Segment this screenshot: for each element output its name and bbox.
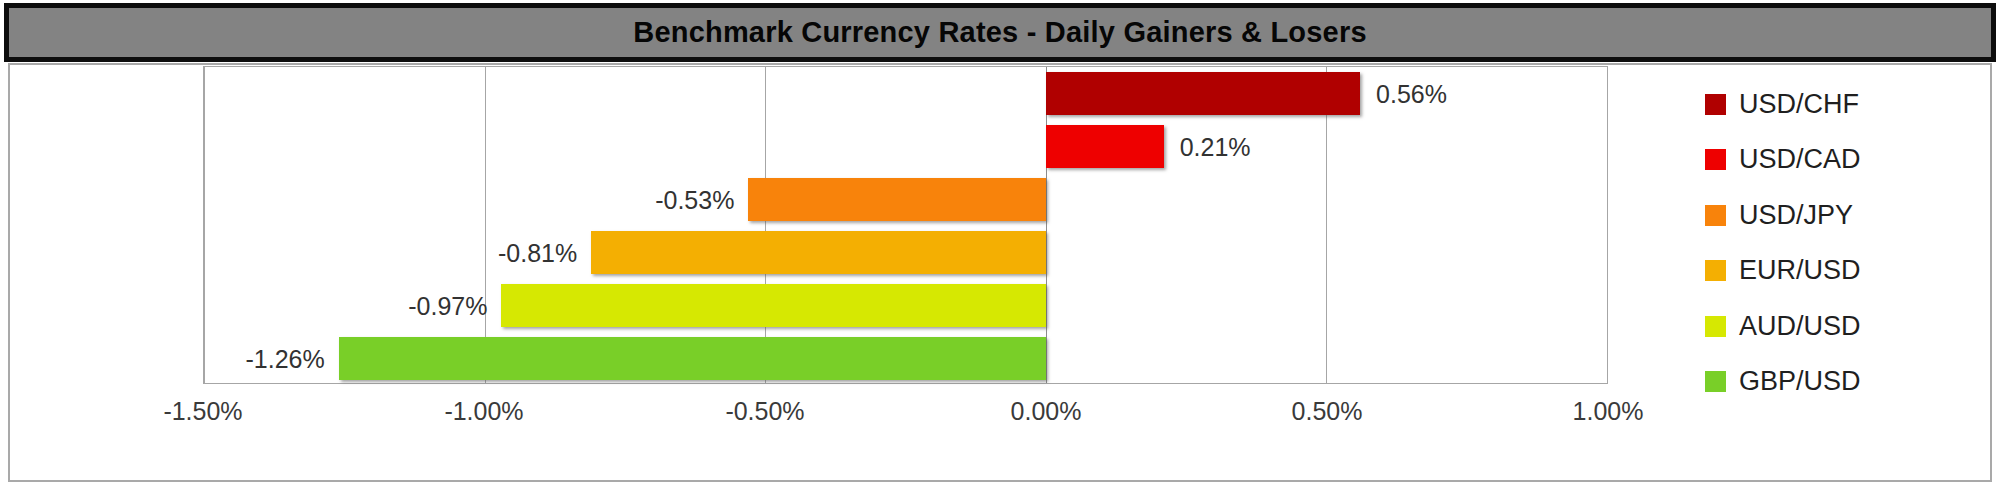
legend-swatch-icon xyxy=(1705,94,1726,115)
x-tick-label: 1.00% xyxy=(1573,397,1644,426)
bar-usd-chf xyxy=(1046,72,1360,115)
gridline xyxy=(485,67,486,383)
x-tick-label: -0.50% xyxy=(725,397,804,426)
gridline xyxy=(204,67,205,383)
legend-label: GBP/USD xyxy=(1739,366,1861,397)
bar-aud-usd xyxy=(501,284,1045,327)
legend-label: USD/CAD xyxy=(1739,144,1861,175)
chart-title-bar: Benchmark Currency Rates - Daily Gainers… xyxy=(4,3,1996,62)
x-tick-label: 0.50% xyxy=(1292,397,1363,426)
legend-item-usd-cad: USD/CAD xyxy=(1705,143,1990,177)
data-label: -0.81% xyxy=(498,238,577,267)
data-label: 0.56% xyxy=(1376,79,1447,108)
legend-item-gbp-usd: GBP/USD xyxy=(1705,365,1990,399)
bar-gbp-usd xyxy=(339,337,1046,380)
legend-item-aud-usd: AUD/USD xyxy=(1705,309,1990,343)
plot-area: 0.56% 0.21% -0.53% -0.81% -0.97% -1.26% xyxy=(203,66,1608,384)
legend-swatch-icon xyxy=(1705,260,1726,281)
bar-eur-usd xyxy=(591,231,1046,274)
gridline xyxy=(1607,67,1608,383)
chart-area: 0.56% 0.21% -0.53% -0.81% -0.97% -1.26% -1.50… xyxy=(8,63,1992,482)
data-label: -0.97% xyxy=(408,291,487,320)
x-axis: -1.50%-1.00%-0.50%0.00%0.50%1.00% xyxy=(203,397,1608,429)
legend: USD/CHF USD/CAD USD/JPY EUR/USD AUD/USD GBP/U… xyxy=(1705,87,1990,399)
legend-label: AUD/USD xyxy=(1739,311,1861,342)
legend-swatch-icon xyxy=(1705,205,1726,226)
legend-item-usd-chf: USD/CHF xyxy=(1705,87,1990,121)
legend-item-eur-usd: EUR/USD xyxy=(1705,254,1990,288)
legend-label: EUR/USD xyxy=(1739,255,1861,286)
legend-swatch-icon xyxy=(1705,149,1726,170)
x-tick-label: -1.50% xyxy=(163,397,242,426)
data-label: -0.53% xyxy=(655,185,734,214)
x-tick-label: -1.00% xyxy=(444,397,523,426)
data-label: 0.21% xyxy=(1180,132,1251,161)
legend-label: USD/JPY xyxy=(1739,200,1853,231)
data-label: -1.26% xyxy=(245,344,324,373)
legend-item-usd-jpy: USD/JPY xyxy=(1705,198,1990,232)
legend-swatch-icon xyxy=(1705,316,1726,337)
x-tick-label: 0.00% xyxy=(1011,397,1082,426)
gridline xyxy=(765,67,766,383)
bar-usd-cad xyxy=(1046,125,1164,168)
legend-swatch-icon xyxy=(1705,371,1726,392)
currency-rates-chart: Benchmark Currency Rates - Daily Gainers… xyxy=(0,0,2000,488)
legend-label: USD/CHF xyxy=(1739,89,1859,120)
chart-title: Benchmark Currency Rates - Daily Gainers… xyxy=(633,16,1366,49)
bar-usd-jpy xyxy=(748,178,1045,221)
